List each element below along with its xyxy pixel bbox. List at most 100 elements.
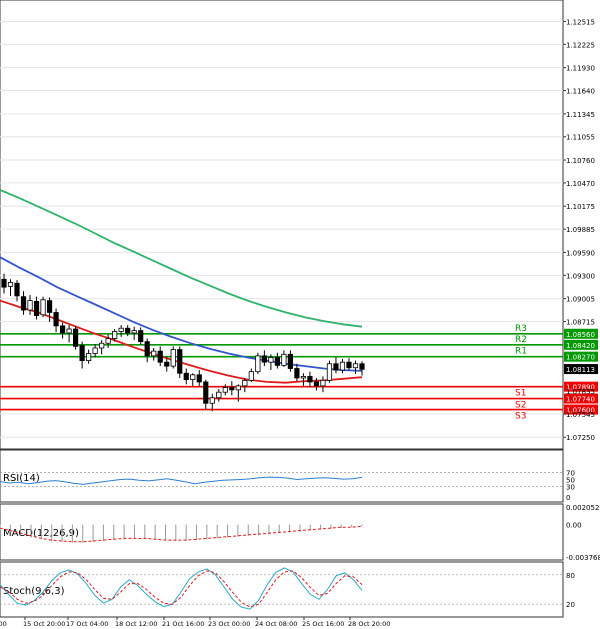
level-name-s1: S1 [515, 389, 526, 399]
price-tick-label: 1.10175 [566, 203, 595, 211]
last-price-box [564, 364, 598, 375]
candle-bull [66, 328, 72, 334]
candle-bear [46, 300, 53, 313]
candle-bear [346, 361, 352, 369]
candle-bull [216, 391, 222, 399]
price-tick-label: 1.07250 [566, 434, 595, 442]
candle-bull [320, 379, 326, 387]
main-panel: R3 1.08560 R2 1.08420 R1 1.08270 S1 1.07890 S2 1.… [0, 0, 598, 450]
level-name-s2: S2 [515, 401, 526, 411]
candles [1, 273, 365, 412]
candle-bull [190, 374, 196, 380]
candle-bull [209, 397, 215, 404]
level-price-label: 1.07890 [566, 384, 595, 392]
stoch-tick-label: 80 [566, 572, 575, 580]
candle-bear [274, 357, 280, 366]
level-price-label: 1.07600 [566, 407, 595, 415]
candle-bear [79, 345, 85, 362]
candle-bull [255, 355, 261, 373]
candle-bear [307, 376, 313, 383]
level-price-box [564, 404, 598, 415]
price-tick-label: 1.09300 [566, 272, 595, 280]
candle-bear [1, 278, 7, 288]
candle-bull [105, 338, 111, 344]
candle-bear [33, 300, 40, 317]
level-name-r3: R3 [515, 324, 527, 334]
price-tick-label: 1.11055 [566, 134, 595, 142]
level-price-label: 1.08420 [566, 342, 595, 350]
candle-bear [313, 381, 320, 387]
rsi-line [0, 476, 363, 485]
level-price-label: 1.08270 [566, 354, 595, 362]
candle-bull [326, 363, 333, 381]
candle-bear [144, 341, 150, 357]
candle-bear [196, 374, 202, 383]
price-tick-label: 1.07545 [566, 411, 595, 419]
macd-plot: 0.002052 0.00 -0.003768 [0, 504, 600, 562]
candle-bear [261, 355, 267, 363]
candle-bull [92, 347, 98, 354]
candle-bull [151, 350, 157, 357]
candle-bear [359, 363, 365, 370]
candle-bull [339, 361, 346, 371]
price-tick-label: 1.09005 [566, 296, 595, 304]
candle-bull [248, 371, 254, 381]
ma-green-line [0, 189, 363, 328]
macd-signal-line [0, 525, 363, 543]
macd-tick-label: -0.003768 [566, 554, 600, 562]
price-tick-label: 1.12515 [566, 18, 595, 26]
candle-bull [112, 330, 118, 339]
macd-tick-label: 0.00 [566, 522, 582, 530]
candle-bear [138, 330, 144, 343]
candle-bear [14, 282, 20, 297]
candle-bear [73, 328, 79, 347]
level-name-r1: R1 [515, 347, 527, 357]
candle-bear [53, 312, 59, 327]
time-tick-label: 17 Oct 04:00 [66, 620, 108, 628]
level-price-label: 1.07740 [566, 396, 595, 404]
last-price-label: 1.08113 [566, 366, 595, 374]
time-tick-label: 12:00 [0, 620, 7, 628]
price-tick-label: 1.11640 [566, 88, 595, 96]
candle-bear [333, 363, 339, 371]
price-tick-label: 1.11930 [566, 65, 595, 73]
time-tick-label: 18 Oct 12:00 [115, 620, 157, 628]
price-tick-label: 1.10470 [566, 180, 595, 188]
price-tick-label: 1.12225 [566, 41, 595, 49]
time-tick-label: 28 Oct 20:00 [348, 620, 390, 628]
level-name-s3: S3 [515, 412, 526, 422]
candle-bull [352, 363, 359, 369]
rsi-panel-frame [0, 449, 564, 503]
candle-bear [164, 361, 170, 367]
candle-bull [99, 342, 105, 349]
price-tick-label: 1.09590 [566, 249, 595, 257]
price-label-partial: 1.07835 [566, 388, 595, 396]
time-tick-label: 21 Oct 16:00 [162, 620, 204, 628]
price-tick-label: 1.09885 [566, 226, 595, 234]
rsi-tick-label: 30 [566, 484, 575, 492]
candle-bear [59, 325, 66, 334]
stoch-tick-label: 20 [566, 601, 575, 609]
stoch-plot: 80 20 [0, 567, 575, 610]
candle-bull [40, 299, 46, 316]
price-tick-label: 1.11345 [566, 111, 595, 119]
time-tick-label: 25 Oct 16:00 [302, 620, 344, 628]
macd-tick-label: 0.002052 [566, 504, 599, 512]
ma-blue-line [0, 256, 363, 372]
candle-bull [27, 300, 33, 311]
level-price-box [564, 393, 598, 404]
candle-bear [157, 350, 163, 363]
candle-bull [300, 376, 307, 379]
rsi-title: RSI(14) [3, 473, 40, 484]
level-price-box [564, 381, 598, 392]
time-tick-label: 23 Oct 00:00 [208, 620, 250, 628]
rsi-tick-label: 50 [566, 477, 575, 485]
candle-bull [118, 327, 124, 332]
stoch-panel-frame [0, 561, 564, 618]
candle-bear [229, 387, 235, 391]
main-panel-frame [0, 0, 564, 450]
